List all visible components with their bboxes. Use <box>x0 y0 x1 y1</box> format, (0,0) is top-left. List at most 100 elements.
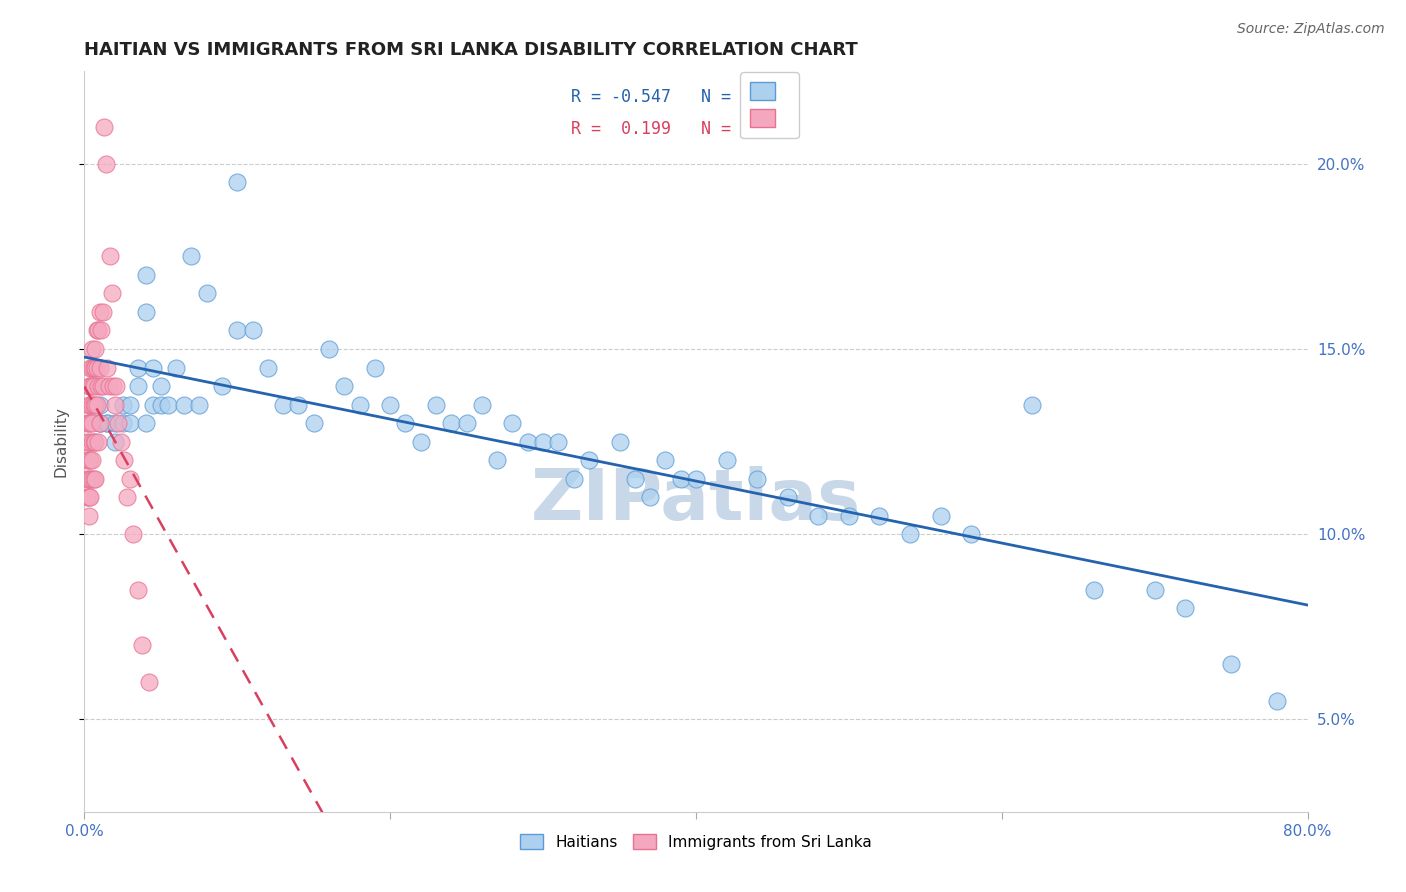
Point <box>1174 601 1197 615</box>
Point <box>898 527 921 541</box>
Point <box>96 360 118 375</box>
Point <box>76 434 98 449</box>
Point <box>76 453 98 467</box>
Point <box>747 471 769 485</box>
Point <box>96 416 118 430</box>
Point <box>195 286 218 301</box>
Point <box>93 120 115 134</box>
Point <box>104 434 127 449</box>
Point <box>776 490 799 504</box>
Point <box>86 398 108 412</box>
Point <box>89 360 111 375</box>
Point <box>333 379 356 393</box>
Point <box>409 434 432 449</box>
Point <box>79 360 101 375</box>
Point <box>157 398 180 412</box>
Point <box>79 471 101 485</box>
Point <box>486 453 509 467</box>
Point <box>77 379 100 393</box>
Point <box>105 379 128 393</box>
Point <box>188 398 211 412</box>
Point <box>89 398 111 412</box>
Point <box>685 471 707 485</box>
Point <box>1220 657 1243 671</box>
Point <box>80 434 103 449</box>
Point <box>89 305 111 319</box>
Point <box>79 379 101 393</box>
Point <box>838 508 860 523</box>
Point <box>807 508 830 523</box>
Point <box>271 398 294 412</box>
Point <box>135 268 157 282</box>
Point <box>1083 582 1105 597</box>
Point <box>91 305 114 319</box>
Point <box>142 360 165 375</box>
Point <box>111 398 134 412</box>
Point <box>77 471 100 485</box>
Point <box>89 416 111 430</box>
Point <box>669 471 692 485</box>
Point <box>87 434 110 449</box>
Text: R = -0.547   N = 73: R = -0.547 N = 73 <box>571 88 761 106</box>
Point <box>90 379 112 393</box>
Point <box>111 416 134 430</box>
Text: R =  0.199   N = 69: R = 0.199 N = 69 <box>571 120 761 137</box>
Point <box>83 379 105 393</box>
Point <box>1143 582 1166 597</box>
Point <box>107 416 129 430</box>
Point <box>76 416 98 430</box>
Point <box>80 379 103 393</box>
Point <box>83 434 105 449</box>
Point <box>349 398 371 412</box>
Point <box>77 416 100 430</box>
Point <box>104 398 127 412</box>
Point <box>83 360 105 375</box>
Point <box>77 434 100 449</box>
Point <box>84 398 107 412</box>
Point <box>531 434 554 449</box>
Point <box>394 416 416 430</box>
Point <box>1021 398 1043 412</box>
Point <box>287 398 309 412</box>
Point <box>86 360 108 375</box>
Point <box>101 286 124 301</box>
Point <box>318 342 340 356</box>
Point <box>80 416 103 430</box>
Point <box>929 508 952 523</box>
Point <box>364 360 387 375</box>
Point <box>83 398 105 412</box>
Point <box>869 508 891 523</box>
Point <box>84 360 107 375</box>
Point <box>77 453 100 467</box>
Point <box>91 379 114 393</box>
Point <box>654 453 676 467</box>
Point <box>79 398 101 412</box>
Text: Source: ZipAtlas.com: Source: ZipAtlas.com <box>1237 22 1385 37</box>
Point <box>138 675 160 690</box>
Point <box>80 453 103 467</box>
Point <box>76 471 98 485</box>
Point <box>80 342 103 356</box>
Point <box>211 379 233 393</box>
Point <box>149 379 172 393</box>
Point <box>502 416 524 430</box>
Point <box>242 324 264 338</box>
Point <box>562 471 585 485</box>
Point <box>120 398 142 412</box>
Point <box>302 416 325 430</box>
Point <box>142 398 165 412</box>
Point <box>127 360 149 375</box>
Point <box>440 416 463 430</box>
Point <box>135 305 157 319</box>
Point <box>77 508 100 523</box>
Point <box>516 434 538 449</box>
Point <box>127 379 149 393</box>
Point <box>79 453 101 467</box>
Point <box>115 490 138 504</box>
Point <box>90 324 112 338</box>
Point <box>97 379 120 393</box>
Point <box>83 471 105 485</box>
Point <box>609 434 631 449</box>
Point <box>120 416 142 430</box>
Point <box>471 398 494 412</box>
